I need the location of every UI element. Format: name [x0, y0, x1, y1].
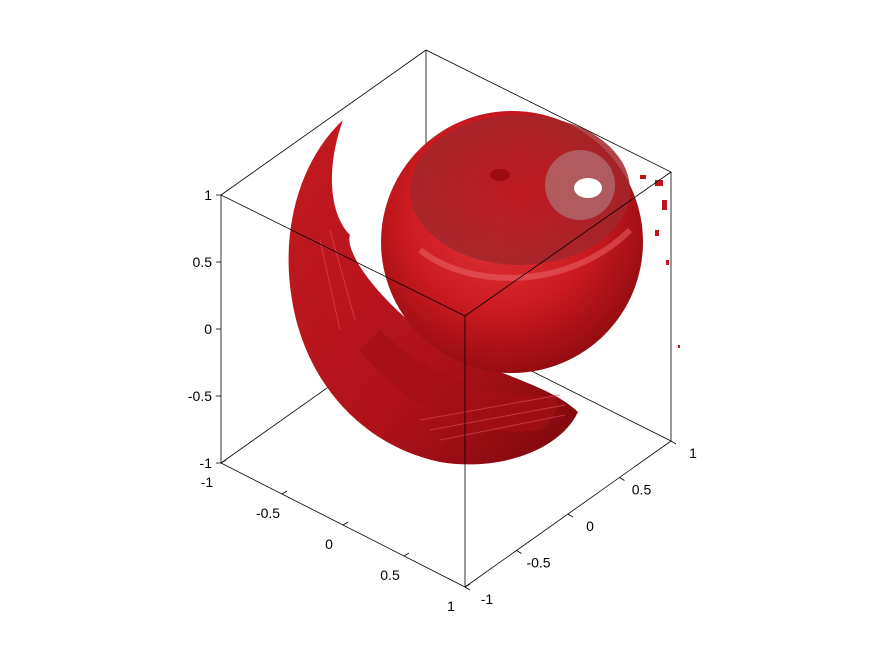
x-tick-mark: [464, 583, 471, 588]
y-tick-mark: [619, 477, 625, 481]
x-tick-label: 0.5: [380, 567, 400, 583]
x-tick-mark: [403, 552, 410, 557]
y-tick-label: -1: [481, 591, 494, 607]
y-tick-label: 0: [586, 518, 594, 534]
y-tick-mark: [516, 550, 522, 554]
z-tick-label: 1: [204, 187, 212, 203]
x-tick-mark: [342, 521, 349, 526]
x-tick-label: 1: [447, 598, 455, 614]
y-tick-label: 1: [689, 445, 697, 461]
y-tick-mark: [464, 586, 471, 591]
y-tick-label: -0.5: [526, 555, 550, 571]
z-tick-label: -0.5: [188, 388, 212, 404]
x-tick-mark: [281, 490, 288, 495]
y-tick-mark: [567, 513, 574, 518]
isosurface-sphere: [381, 111, 680, 373]
y-tick-mark: [670, 440, 677, 445]
isosurface-crescent: [288, 120, 578, 465]
z-tick-label: 0.5: [193, 254, 213, 270]
x-tick-label: -0.5: [256, 505, 280, 521]
z-tick-label: -1: [200, 455, 213, 471]
z-tick-label: 0: [204, 321, 212, 337]
y-tick-label: 0.5: [632, 482, 652, 498]
x-tick-label: 0: [325, 536, 333, 552]
x-tick-mark: [220, 459, 227, 464]
axis-ticks: -1 -0.5 0 0.5 1 -1 -0.5 0 0.5 1 -1 -0.5 0 0.5 1: [188, 187, 697, 614]
x-tick-label: -1: [201, 474, 214, 490]
